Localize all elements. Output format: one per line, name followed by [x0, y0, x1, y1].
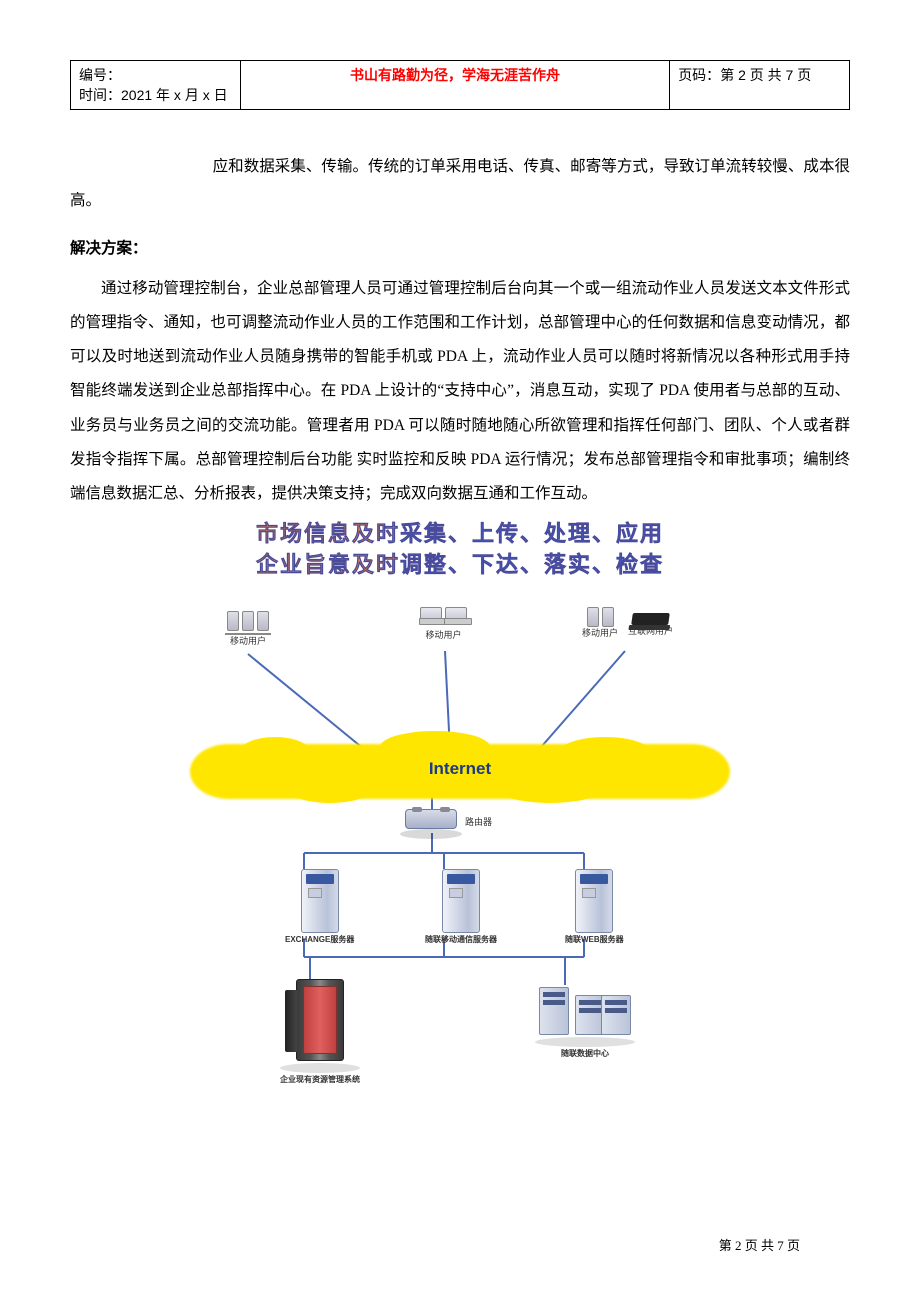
- rack-icon: [539, 987, 569, 1035]
- laptop-icon: [648, 613, 670, 625]
- server-web: 随联WEB服务器: [565, 869, 624, 945]
- datacenter-label: 随联数据中心: [561, 1050, 609, 1059]
- router-shadow: [400, 829, 462, 839]
- user-group-3: 移动用户 互联网用户: [582, 607, 673, 639]
- cloud-bump: [290, 777, 370, 803]
- server-exchange: EXCHANGE服务器: [285, 869, 354, 945]
- mainframe-label: 企业现有资源管理系统: [280, 1076, 360, 1085]
- user-group-1: 移动用户: [225, 611, 271, 647]
- doc-header-table: 编号： 时间：2021 年 x 月 x 日 书山有路勤为径，学海无涯苦作舟 页码…: [70, 60, 850, 110]
- page-footer: 第 2 页 共 7 页: [719, 1235, 800, 1254]
- router-label: 路由器: [465, 815, 492, 828]
- datacenter-box: 随联数据中心: [535, 987, 635, 1059]
- pda-icon: [227, 611, 239, 631]
- divider: [225, 633, 271, 635]
- mainframe-box: 企业现有资源管理系统: [280, 979, 360, 1085]
- server1-label: EXCHANGE服务器: [285, 936, 354, 945]
- laptop-icon: [420, 607, 442, 621]
- diagram-title: 市场信息及时采集、上传、处理、应用 企业旨意及时调整、下达、落实、检查: [200, 519, 720, 581]
- section-title: 解决方案：: [70, 236, 850, 258]
- title1a: 市场信息及时: [256, 521, 400, 546]
- network-lines: [200, 519, 720, 1079]
- server-tower-icon: [301, 869, 339, 933]
- diagram-container: 市场信息及时采集、上传、处理、应用 企业旨意及时调整、下达、落实、检查 移动用户: [70, 519, 850, 1079]
- hdr-right-cell: 页码：第 2 页 共 7 页: [670, 61, 850, 110]
- lead-paragraph: 应和数据采集、传输。传统的订单采用电话、传真、邮寄等方式，导致订单流转较慢、成本…: [70, 150, 850, 218]
- title2a: 企业旨意及时: [256, 552, 400, 577]
- main-paragraph: 通过移动管理控制台，企业总部管理人员可通过管理控制后台向其一个或一组流动作业人员…: [70, 272, 850, 511]
- pda-icon: [602, 607, 614, 627]
- title2b: 调整、下达、落实、检查: [400, 552, 664, 577]
- pda-icon: [242, 611, 254, 631]
- doc-time-value: 2021 年 x 月 x 日: [121, 87, 228, 103]
- doc-motto: 书山有路勤为径，学海无涯苦作舟: [240, 61, 669, 110]
- rack-icon: [601, 995, 631, 1035]
- page-label: 页码：: [678, 67, 720, 83]
- doc-id-label: 编号：: [79, 65, 232, 85]
- title1b: 采集、上传、处理、应用: [400, 521, 664, 546]
- server3-label: 随联WEB服务器: [565, 936, 624, 945]
- pda-icon: [257, 611, 269, 631]
- group2-label: 移动用户: [425, 631, 461, 641]
- user-group-2: 移动用户: [420, 607, 467, 641]
- server-tower-icon: [442, 869, 480, 933]
- pda-icon: [587, 607, 599, 627]
- doc-time: 时间：2021 年 x 月 x 日: [79, 85, 232, 105]
- server-mobile: 随联移动通信服务器: [425, 869, 497, 945]
- shadow: [535, 1037, 635, 1047]
- internet-label: Internet: [200, 759, 720, 779]
- mainframe-icon: [296, 979, 344, 1061]
- laptop-icon: [445, 607, 467, 621]
- hdr-left-cell: 编号： 时间：2021 年 x 月 x 日: [71, 61, 241, 110]
- server2-label: 随联移动通信服务器: [425, 936, 497, 945]
- page-value: 第 2 页 共 7 页: [720, 67, 811, 83]
- group3-label-top: 移动用户: [582, 629, 618, 639]
- server-tower-icon: [575, 869, 613, 933]
- cloud-bump: [500, 777, 600, 803]
- shadow: [280, 1063, 360, 1073]
- network-diagram: 市场信息及时采集、上传、处理、应用 企业旨意及时调整、下达、落实、检查 移动用户: [200, 519, 720, 1079]
- router-icon: [405, 809, 457, 829]
- doc-content: 应和数据采集、传输。传统的订单采用电话、传真、邮寄等方式，导致订单流转较慢、成本…: [70, 150, 850, 1079]
- doc-time-label: 时间：: [79, 87, 121, 103]
- group1-label: 移动用户: [230, 637, 266, 647]
